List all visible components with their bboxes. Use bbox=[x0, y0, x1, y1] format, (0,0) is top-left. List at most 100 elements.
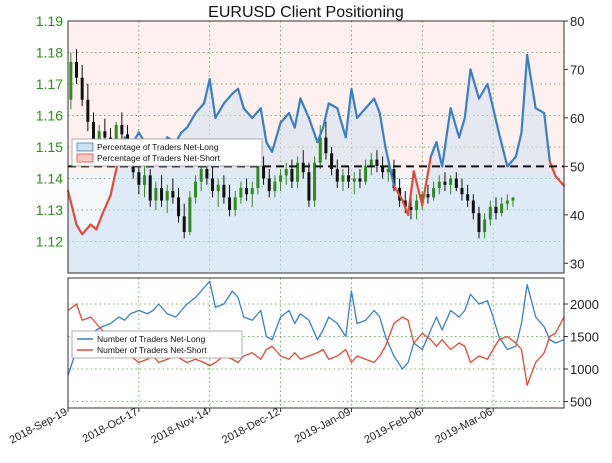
positioning-line-segment bbox=[321, 102, 330, 129]
candle-body bbox=[92, 121, 96, 141]
candle-body bbox=[460, 187, 464, 195]
right-axis-ticks: 80 70 60 50 40 30 bbox=[564, 14, 584, 271]
positioning-line-segment bbox=[401, 199, 410, 216]
candle-body bbox=[301, 162, 305, 173]
candle-body bbox=[228, 197, 232, 210]
right-axis-tick-label: 80 bbox=[570, 14, 584, 29]
positioning-line-segment bbox=[506, 155, 517, 168]
positioning-line-segment bbox=[66, 189, 78, 226]
right-axis-tick-label: 60 bbox=[570, 111, 584, 126]
candle-body bbox=[80, 77, 84, 100]
bottom-legend: Number of Traders Net-Long Number of Tra… bbox=[71, 330, 243, 359]
candle-body bbox=[103, 131, 107, 138]
candle-body bbox=[335, 169, 339, 182]
positioning-line-segment bbox=[100, 194, 112, 216]
positioning-line-segment bbox=[392, 184, 404, 202]
positioning-line-segment bbox=[185, 111, 197, 129]
bottom-right-axis-tick-label: 500 bbox=[570, 395, 592, 410]
positioning-line-segment bbox=[477, 82, 489, 100]
candle-body bbox=[296, 162, 300, 182]
candle-body bbox=[69, 61, 73, 100]
candle-body bbox=[488, 206, 492, 220]
positioning-line-segment bbox=[469, 68, 481, 100]
candle-body bbox=[194, 181, 198, 198]
candle-body bbox=[171, 191, 175, 198]
positioning-line-segment bbox=[265, 141, 274, 153]
candle-body bbox=[262, 165, 266, 179]
candle-body bbox=[426, 194, 430, 198]
candle-body bbox=[279, 175, 283, 182]
positioning-line-segment bbox=[492, 107, 500, 134]
left-axis-ticks: 1.19 1.18 1.17 1.16 1.15 1.14 1.13 1.12 bbox=[36, 13, 63, 250]
positioning-line-segment bbox=[242, 107, 254, 120]
candle-body bbox=[352, 178, 356, 182]
candle-body bbox=[420, 194, 424, 201]
positioning-line-segment bbox=[202, 78, 211, 105]
positioning-line-segment bbox=[222, 92, 234, 105]
positioning-line-segment bbox=[75, 223, 84, 236]
candle-body bbox=[165, 191, 169, 201]
positioning-line-segment bbox=[543, 111, 551, 163]
positioning-line-segment bbox=[429, 141, 438, 158]
candle-body bbox=[437, 181, 441, 188]
bottom-right-axis-tick-label: 1000 bbox=[570, 362, 599, 377]
legend-swatch-net-short bbox=[76, 153, 94, 163]
positioning-line-segment bbox=[384, 145, 396, 187]
positioning-line-segment bbox=[486, 82, 495, 110]
positioning-line-segment bbox=[231, 87, 240, 95]
candle-body bbox=[415, 200, 419, 210]
top-panel-border bbox=[67, 20, 565, 274]
candle-body bbox=[154, 187, 158, 201]
candle-body bbox=[273, 181, 277, 192]
candle-body bbox=[318, 137, 322, 163]
positioning-line-segment bbox=[350, 87, 359, 120]
candle-body bbox=[137, 172, 141, 185]
top-panel: 1.19 1.18 1.17 1.16 1.15 1.14 1.13 1.12 80 70 60 5… bbox=[36, 13, 584, 274]
positioning-line-segment bbox=[534, 107, 546, 115]
positioning-line-segment bbox=[412, 170, 424, 207]
candle-body bbox=[86, 99, 90, 122]
candle-body bbox=[494, 206, 498, 214]
positioning-line-segment bbox=[449, 107, 461, 139]
candle-body bbox=[364, 165, 368, 182]
left-axis-tick-label: 1.16 bbox=[36, 108, 63, 124]
candle-body bbox=[375, 159, 379, 166]
candle-body bbox=[381, 165, 385, 173]
positioning-line-segment bbox=[407, 170, 415, 216]
candle-body bbox=[313, 162, 317, 201]
positioning-line-segment bbox=[81, 223, 92, 236]
positioning-line-segment bbox=[364, 97, 376, 110]
right-axis-tick-label: 50 bbox=[570, 159, 584, 174]
legend-label-net-long: Percentage of Traders Net-Long bbox=[97, 142, 219, 152]
positioning-line-segment bbox=[344, 87, 353, 139]
net-long-count-line bbox=[67, 280, 565, 376]
candle-body bbox=[250, 187, 254, 195]
candle-body bbox=[75, 61, 79, 78]
candle-body bbox=[284, 169, 288, 176]
positioning-line-segment bbox=[441, 107, 452, 168]
candle-body bbox=[403, 200, 407, 207]
positioning-line-segment bbox=[463, 68, 472, 120]
candle-body bbox=[239, 187, 243, 198]
candle-body bbox=[386, 169, 390, 173]
positioning-line-segment bbox=[214, 102, 225, 120]
candle-body bbox=[369, 159, 373, 166]
candle-body bbox=[211, 178, 215, 192]
candle-body bbox=[483, 219, 487, 233]
candle-body bbox=[454, 178, 458, 188]
positioning-line-segment bbox=[316, 126, 325, 144]
bottom-panel: 2000 1500 1000 500 Number of Traders Net-Lo… bbox=[67, 277, 599, 410]
positioning-line-segment bbox=[548, 160, 557, 178]
candle-body bbox=[500, 203, 504, 214]
positioning-line-segment bbox=[89, 223, 98, 231]
legend-swatch-net-long bbox=[76, 142, 94, 152]
candle-body bbox=[182, 216, 186, 233]
candle-body bbox=[160, 187, 164, 201]
candle-body bbox=[267, 178, 271, 192]
candle-body bbox=[245, 187, 249, 195]
positioning-line-segment bbox=[421, 155, 432, 207]
positioning-line-segment bbox=[355, 107, 367, 120]
positioning-line-segment bbox=[194, 102, 206, 115]
right-axis-tick-label: 70 bbox=[570, 62, 584, 77]
